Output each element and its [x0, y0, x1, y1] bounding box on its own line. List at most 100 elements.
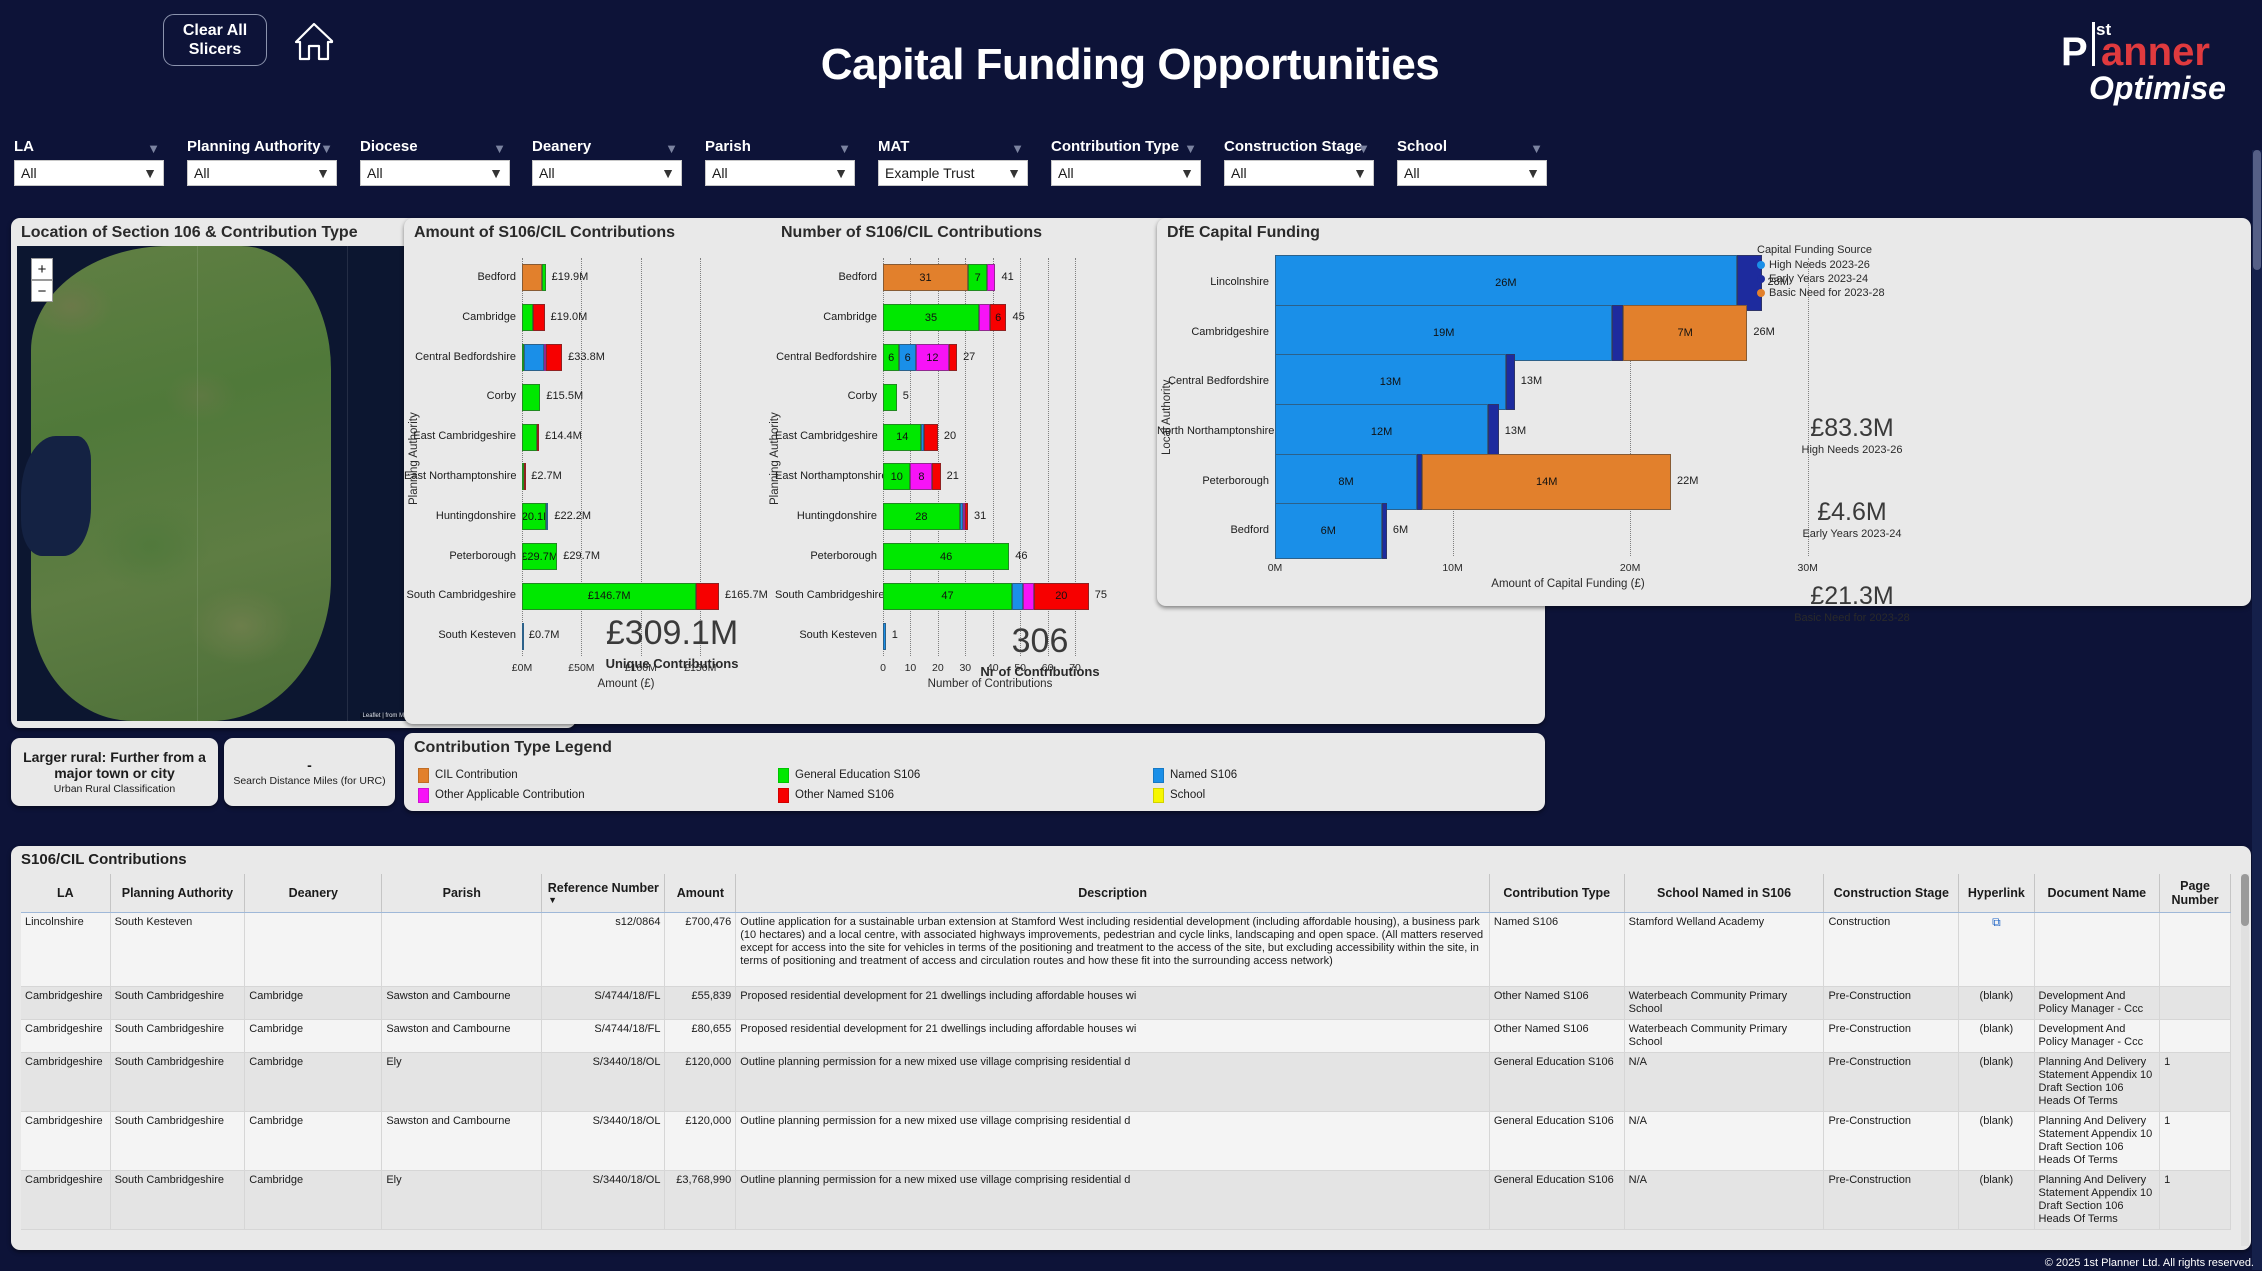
chevron-down-icon[interactable]: ▼: [665, 141, 678, 156]
slicer-contribution-type[interactable]: Contribution Type ▼ All ▼: [1051, 138, 1201, 196]
bar-segment[interactable]: 13M: [1275, 354, 1506, 411]
bar-segment[interactable]: 26M: [1275, 254, 1737, 311]
slicer-dropdown[interactable]: Example Trust ▼: [878, 160, 1028, 186]
bar-segment[interactable]: 12: [915, 344, 949, 371]
bar-segment[interactable]: 14: [883, 423, 922, 451]
slicer-dropdown[interactable]: All ▼: [187, 160, 337, 186]
table-row[interactable]: Cambridgeshire South Cambridgeshire Cambri…: [21, 986, 2231, 1020]
amount-contributions-chart[interactable]: £0M £50M £100M £150M Amount (£) Planning Auth…: [404, 244, 775, 714]
table-column-header[interactable]: Parish: [381, 874, 543, 913]
chevron-down-icon[interactable]: ▼: [316, 165, 330, 181]
bar-segment[interactable]: 6M: [1275, 503, 1382, 560]
bar-segment[interactable]: 47: [883, 582, 1012, 610]
chevron-down-icon[interactable]: ▼: [493, 141, 506, 156]
slicer-dropdown[interactable]: All ▼: [14, 160, 164, 186]
bar-segment[interactable]: 6: [883, 344, 900, 371]
table-scrollbar-thumb[interactable]: [2241, 874, 2249, 926]
chevron-down-icon[interactable]: ▼: [834, 165, 848, 181]
bar-segment[interactable]: 46: [883, 543, 1010, 570]
slicer-la[interactable]: LA ▼ All ▼: [14, 138, 164, 196]
bar-segment[interactable]: [948, 344, 958, 371]
chart-legend-item[interactable]: Early Years 2023-24: [1757, 273, 1868, 285]
bar-segment[interactable]: 20: [1033, 582, 1089, 610]
chevron-down-icon[interactable]: ▼: [1011, 141, 1024, 156]
table-column-header[interactable]: LA: [21, 874, 111, 913]
chevron-down-icon[interactable]: ▼: [1357, 141, 1370, 156]
slicer-planning-authority[interactable]: Planning Authority ▼ All ▼: [187, 138, 337, 196]
table-column-header[interactable]: Description: [735, 874, 1490, 913]
table-column-header[interactable]: Amount: [664, 874, 737, 913]
chevron-down-icon[interactable]: ▼: [1007, 165, 1021, 181]
bar-segment[interactable]: 19M: [1275, 304, 1613, 361]
contributions-table[interactable]: LA Planning Authority Deanery Parish Referen…: [21, 874, 2231, 1230]
dfe-capital-funding-chart[interactable]: 0M 10M 20M 30M Amount of Capital Funding (£)…: [1157, 244, 2251, 624]
sort-descending-icon[interactable]: ▼: [548, 895, 558, 905]
bar-segment[interactable]: [522, 383, 541, 411]
bar-segment[interactable]: [545, 344, 563, 371]
page-scrollbar-thumb[interactable]: [2253, 150, 2261, 270]
bar-segment[interactable]: [965, 503, 969, 531]
chevron-down-icon[interactable]: ▼: [661, 165, 675, 181]
table-row[interactable]: Cambridgeshire South Cambridgeshire Cambri…: [21, 1052, 2231, 1112]
slicer-dropdown[interactable]: All ▼: [532, 160, 682, 186]
bar-segment[interactable]: [979, 304, 990, 332]
table-row[interactable]: Cambridgeshire South Cambridgeshire Cambri…: [21, 1019, 2231, 1053]
hyperlink-icon[interactable]: ⧉: [1992, 915, 2001, 929]
slicer-dropdown[interactable]: All ▼: [1397, 160, 1547, 186]
bar-segment[interactable]: [522, 622, 524, 650]
slicer-dropdown[interactable]: All ▼: [1051, 160, 1201, 186]
table-header-row[interactable]: LA Planning Authority Deanery Parish Referen…: [21, 874, 2231, 913]
table-column-header[interactable]: Document Name: [2034, 874, 2161, 913]
table-row[interactable]: Cambridgeshire South Cambridgeshire Cambri…: [21, 1170, 2231, 1230]
bar-segment[interactable]: 6: [899, 344, 916, 371]
bar-segment[interactable]: [533, 304, 545, 332]
bar-segment[interactable]: 6: [990, 304, 1007, 332]
table-row[interactable]: Lincolnshire South Kesteven s12/0864 £700,4…: [21, 912, 2231, 987]
bar-segment[interactable]: [545, 503, 549, 531]
table-column-header[interactable]: Hyperlink: [1958, 874, 2035, 913]
bar-segment[interactable]: 31: [883, 264, 969, 292]
bar-segment[interactable]: 14M: [1422, 453, 1671, 510]
slicer-diocese[interactable]: Diocese ▼ All ▼: [360, 138, 510, 196]
map-zoom-out-button[interactable]: −: [31, 280, 53, 302]
bar-segment[interactable]: 28: [883, 503, 960, 531]
table-column-header[interactable]: School Named in S106: [1624, 874, 1825, 913]
slicer-mat[interactable]: MAT ▼ Example Trust ▼: [878, 138, 1028, 196]
bar-segment[interactable]: [932, 463, 941, 491]
bar-segment[interactable]: 35: [883, 304, 980, 332]
bar-segment[interactable]: 8: [910, 463, 933, 491]
map-zoom-in-button[interactable]: +: [31, 258, 53, 280]
chevron-down-icon[interactable]: ▼: [1184, 141, 1197, 156]
slicer-construction-stage[interactable]: Construction Stage ▼ All ▼: [1224, 138, 1374, 196]
slicer-parish[interactable]: Parish ▼ All ▼: [705, 138, 855, 196]
bar-segment[interactable]: [522, 344, 524, 371]
table-row[interactable]: Cambridgeshire South Cambridgeshire Cambri…: [21, 1111, 2231, 1171]
page-scrollbar[interactable]: [2252, 150, 2262, 1270]
chevron-down-icon[interactable]: ▼: [147, 141, 160, 156]
bar-segment[interactable]: [523, 344, 544, 371]
chart-legend-item[interactable]: High Needs 2023-26: [1757, 259, 1870, 271]
bar-segment[interactable]: £29.7M: [522, 543, 558, 570]
table-body[interactable]: Lincolnshire South Kesteven s12/0864 £700,4…: [21, 912, 2231, 1230]
bar-segment[interactable]: [1612, 304, 1624, 361]
bar-segment[interactable]: [921, 423, 925, 451]
chevron-down-icon[interactable]: ▼: [838, 141, 851, 156]
bar-segment[interactable]: [987, 264, 996, 292]
chevron-down-icon[interactable]: ▼: [143, 165, 157, 181]
bar-segment[interactable]: [523, 463, 526, 491]
bar-segment[interactable]: [959, 503, 963, 531]
clear-all-slicers-button[interactable]: Clear All Slicers: [163, 14, 267, 66]
chevron-down-icon[interactable]: ▼: [1530, 141, 1543, 156]
chevron-down-icon[interactable]: ▼: [1353, 165, 1367, 181]
table-column-header[interactable]: Construction Stage: [1823, 874, 1960, 913]
table-scrollbar[interactable]: [2241, 874, 2249, 1246]
bar-segment[interactable]: 8M: [1275, 453, 1418, 510]
chevron-down-icon[interactable]: ▼: [489, 165, 503, 181]
bar-segment[interactable]: [543, 344, 546, 371]
bar-segment[interactable]: [1381, 503, 1387, 560]
bar-segment[interactable]: £146.7M: [522, 582, 697, 610]
bar-segment[interactable]: [1488, 403, 1499, 460]
bar-segment[interactable]: [924, 423, 938, 451]
table-column-header[interactable]: Planning Authority: [110, 874, 246, 913]
bar-segment[interactable]: [522, 463, 524, 491]
